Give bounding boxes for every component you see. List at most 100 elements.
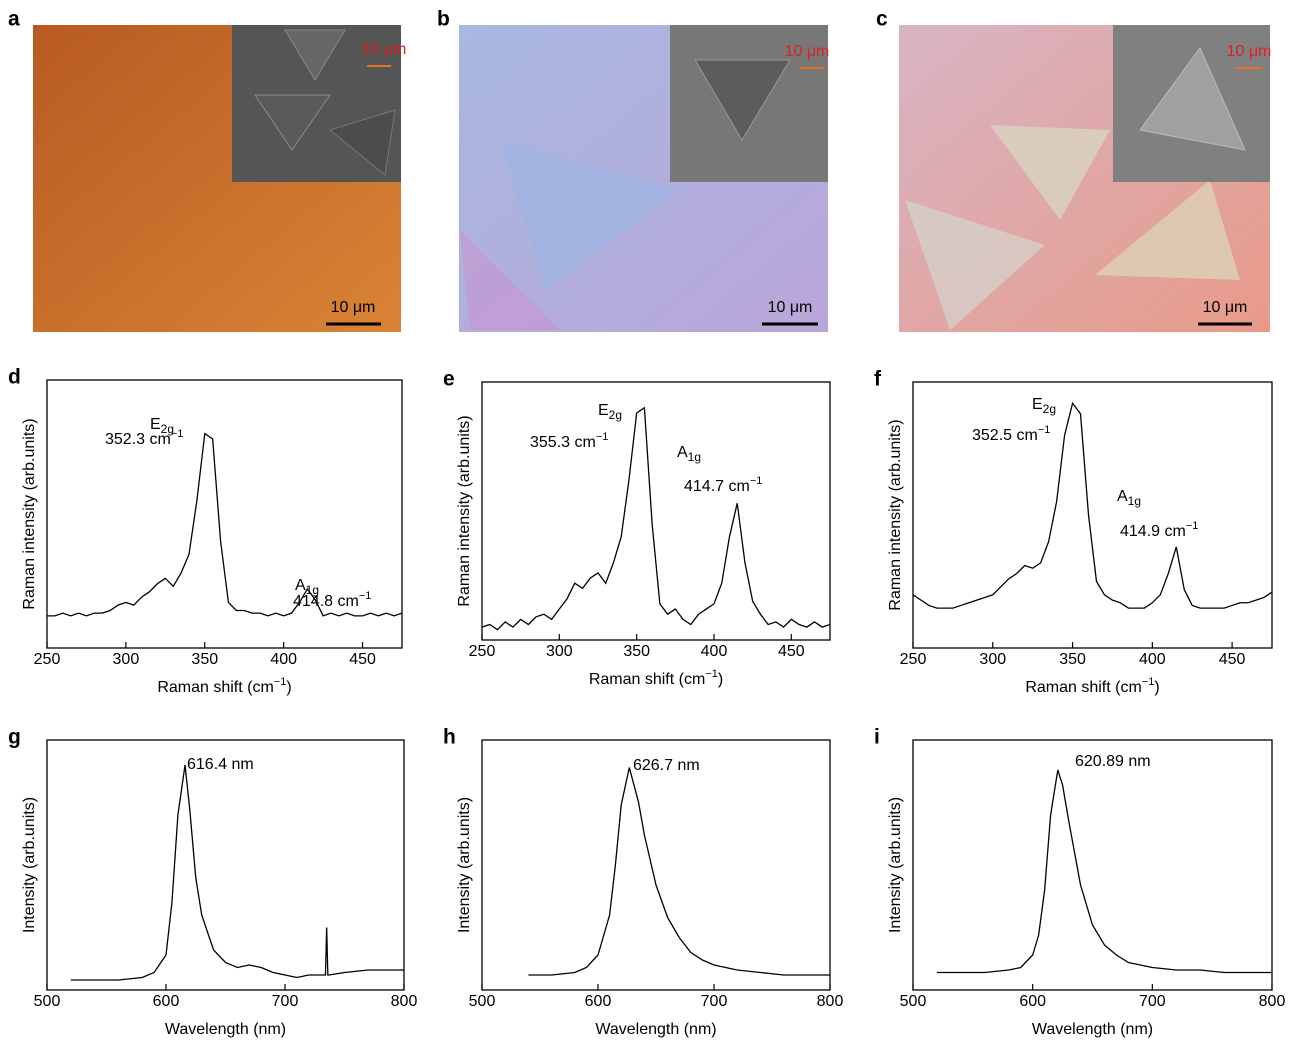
spectrum-line	[528, 767, 830, 976]
y-axis-label: Intensity (arb.units)	[456, 797, 473, 933]
text-part: 626.7 nm	[633, 757, 700, 774]
text-part: Wavelength (nm)	[165, 1021, 286, 1038]
annotation: E2g	[598, 402, 622, 422]
annotation: A1g	[1117, 488, 1141, 508]
annotation: A1g	[295, 577, 319, 597]
x-tick-label: 500	[900, 993, 927, 1010]
x-tick-label: 800	[1259, 993, 1286, 1010]
panel-letter: b	[437, 8, 450, 31]
annotation: 414.8 cm−1	[293, 590, 371, 610]
spectrum-line	[912, 401, 1273, 609]
x-tick-label: 400	[270, 651, 297, 668]
panel-letter: d	[8, 366, 21, 389]
scale-bar-label: 10 μm	[1203, 299, 1248, 316]
text-part: A	[1117, 488, 1128, 505]
scale-bar-label: 10 μm	[331, 299, 376, 316]
text-part: −1	[171, 428, 184, 440]
x-tick-label: 350	[623, 643, 650, 660]
panel-letter: f	[874, 368, 882, 391]
text-part: 2g	[609, 408, 622, 422]
text-part: 352.3 cm	[105, 431, 171, 448]
text-part: −1	[359, 590, 372, 602]
x-tick-label: 250	[34, 651, 61, 668]
annotation: E2g	[1032, 396, 1056, 416]
text-part: 414.7 cm	[684, 478, 750, 495]
text-part: −1	[1038, 424, 1051, 436]
x-tick-label: 600	[153, 993, 180, 1010]
text-part: −1	[1186, 520, 1199, 532]
spectrum-line	[481, 406, 831, 631]
x-tick-label: 800	[817, 993, 844, 1010]
x-tick-label: 250	[900, 651, 927, 668]
text-part: 616.4 nm	[187, 756, 254, 773]
text-part: 1g	[688, 450, 701, 464]
x-tick-label: 450	[778, 643, 805, 660]
x-tick-label: 600	[1019, 993, 1046, 1010]
panel-letter: g	[8, 726, 21, 749]
x-tick-label: 250	[469, 643, 496, 660]
text-part: E	[1032, 396, 1043, 413]
x-tick-label: 800	[391, 993, 418, 1010]
y-axis-label: Intensity (arb.units)	[887, 797, 904, 933]
annotation: 414.7 cm−1	[684, 475, 762, 495]
text-part: Wavelength (nm)	[595, 1021, 716, 1038]
text-part: 2g	[1043, 402, 1056, 416]
text-part: −1	[1142, 676, 1155, 688]
text-part: A	[295, 577, 306, 594]
inset-scale-bar-label: 10 μm	[785, 43, 830, 60]
text-part: )	[1154, 679, 1159, 696]
panel-letter: i	[874, 726, 880, 749]
plot-frame	[481, 739, 831, 991]
x-tick-label: 450	[349, 651, 376, 668]
x-tick-label: 500	[34, 993, 61, 1010]
text-part: −1	[750, 475, 763, 487]
text-part: E	[150, 416, 161, 433]
x-axis-label: Raman shift (cm−1)	[1025, 676, 1159, 696]
x-tick-label: 600	[585, 993, 612, 1010]
x-tick-label: 400	[701, 643, 728, 660]
x-axis-label: Wavelength (nm)	[1032, 1021, 1153, 1038]
x-tick-label: 350	[191, 651, 218, 668]
x-tick-label: 300	[113, 651, 140, 668]
text-part: −1	[596, 431, 609, 443]
text-part: 2g	[161, 422, 174, 436]
annotation: 414.9 cm−1	[1120, 520, 1198, 540]
plot-frame	[46, 379, 403, 649]
spectrum-line	[936, 769, 1272, 974]
annotation: 616.4 nm	[187, 756, 254, 773]
text-part: 1g	[306, 583, 319, 597]
text-part: 620.89 nm	[1075, 753, 1151, 770]
text-part: Raman shift (cm	[1025, 679, 1141, 696]
text-part: −1	[705, 668, 718, 680]
inset-scale-bar-label: 10 μm	[1227, 43, 1272, 60]
y-axis-label: Intensity (arb.units)	[21, 797, 38, 933]
annotation: A1g	[677, 444, 701, 464]
x-tick-label: 300	[979, 651, 1006, 668]
panel-letter: a	[8, 8, 20, 31]
plot-frame	[46, 739, 405, 991]
annotation: 352.3 cm−1	[105, 428, 183, 448]
x-tick-label: 450	[1219, 651, 1246, 668]
plot-frame	[912, 739, 1273, 991]
annotation: E2g	[150, 416, 174, 436]
y-axis-label: Raman intensity (arb.units)	[21, 418, 38, 609]
x-tick-label: 700	[701, 993, 728, 1010]
micrograph-b	[459, 25, 828, 332]
annotation: 352.5 cm−1	[972, 424, 1050, 444]
text-part: Raman shift (cm	[589, 671, 705, 688]
annotation: 355.3 cm−1	[530, 431, 608, 451]
panel-letter: e	[443, 368, 455, 391]
text-part: −1	[274, 676, 287, 688]
text-part: E	[598, 402, 609, 419]
micrograph-c	[899, 25, 1270, 332]
scale-bar-label: 10 μm	[768, 299, 813, 316]
text-part: 355.3 cm	[530, 434, 596, 451]
text-part: 352.5 cm	[972, 427, 1038, 444]
x-axis-label: Wavelength (nm)	[165, 1021, 286, 1038]
x-tick-label: 400	[1139, 651, 1166, 668]
x-tick-label: 500	[469, 993, 496, 1010]
text-part: 1g	[1128, 494, 1141, 508]
spectrum-line	[47, 432, 403, 617]
annotation: 620.89 nm	[1075, 753, 1151, 770]
